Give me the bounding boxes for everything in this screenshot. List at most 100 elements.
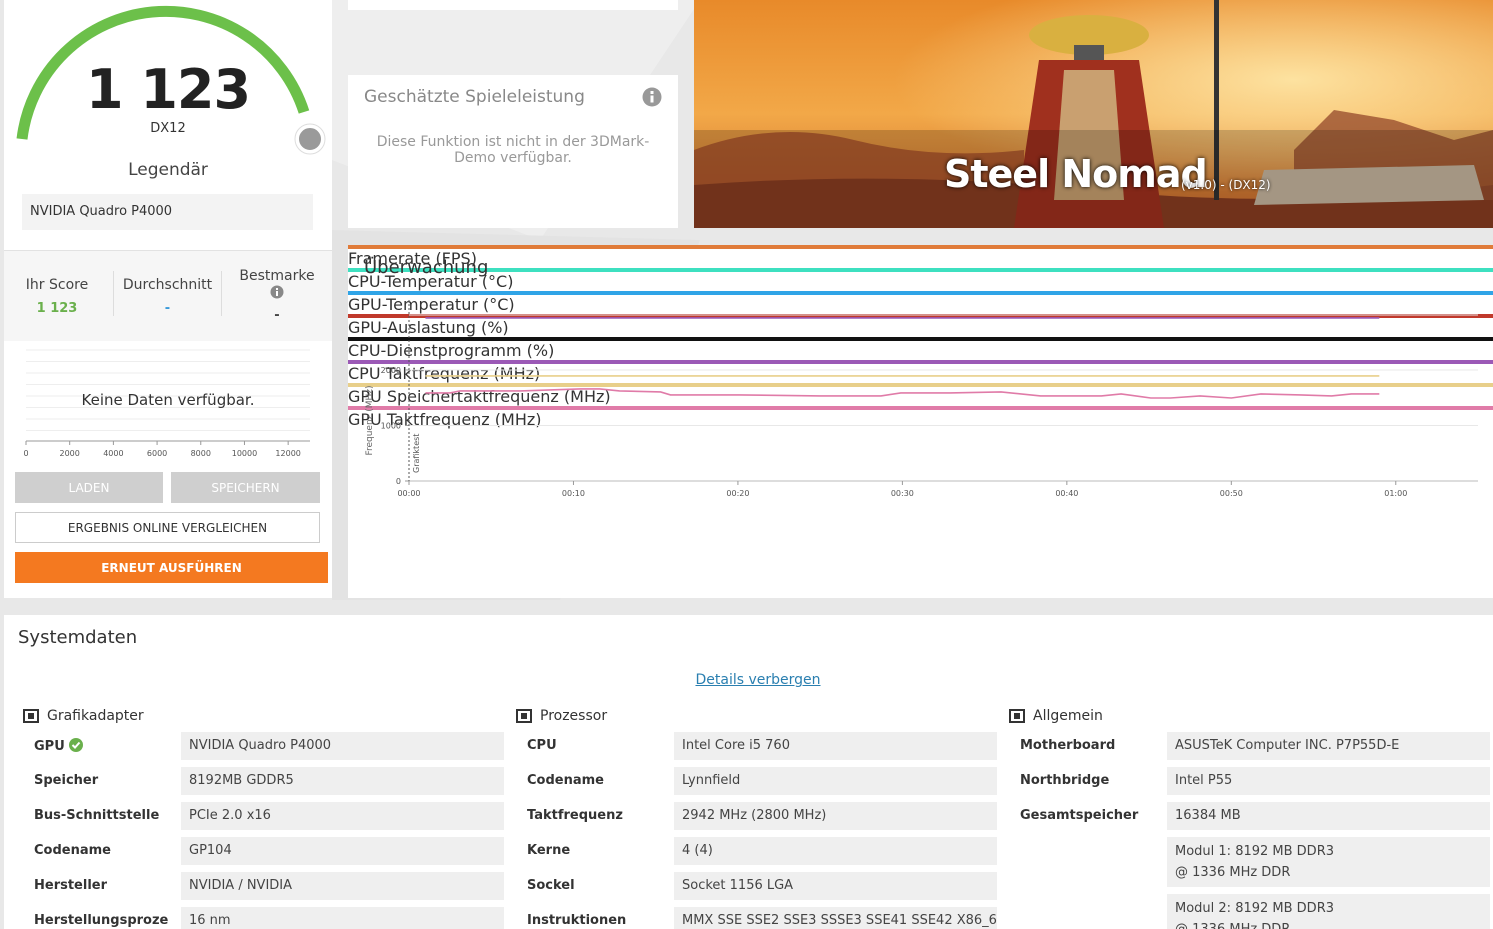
- icon-shape: [71, 741, 81, 749]
- data-row: Hersteller NVIDIA / NVIDIA: [27, 872, 504, 900]
- legend-item[interactable]: GPU-Auslastung (%): [348, 314, 1493, 337]
- section-icon: [23, 709, 39, 723]
- legend-label: GPU-Auslastung (%): [348, 318, 509, 337]
- label-text: Northbridge: [1020, 773, 1110, 788]
- icon-shape: [516, 709, 532, 723]
- row-value: Lynnfield: [674, 767, 997, 795]
- row-value: Intel Core i5 760: [674, 732, 997, 760]
- banner-title: Steel Nomad: [944, 152, 1208, 196]
- legend-item[interactable]: GPU Speichertaktfrequenz (MHz): [348, 383, 1493, 406]
- row-value: 4 (4): [674, 837, 997, 865]
- load-button[interactable]: LADEN: [15, 472, 163, 503]
- legend-item[interactable]: CPU Taktfrequenz (MHz): [348, 360, 1493, 383]
- info-icon: [270, 285, 284, 299]
- legend-item[interactable]: GPU-Temperatur (°C): [348, 291, 1493, 314]
- section-icon: [516, 709, 532, 723]
- score: 1 123: [85, 58, 251, 121]
- monitoring-panel: Überwachung 0 1000 2000 00:00 00:10 00:20 00:3…: [348, 245, 1493, 598]
- icon-shape: [23, 709, 39, 723]
- legend-swatch: [348, 245, 1493, 249]
- info-icon: [642, 87, 662, 107]
- row-label: Northbridge: [1013, 767, 1167, 788]
- row-label: Codename: [27, 837, 181, 858]
- game-performance-panel: Geschätzte Spieleleistung Diese Funktion…: [348, 75, 678, 228]
- legend-swatch: [348, 291, 1493, 295]
- row-label: CPU: [520, 732, 674, 753]
- label-text: Taktfrequenz: [527, 808, 623, 823]
- section-title: Allgemein: [1033, 708, 1103, 724]
- x-tick-label: 00:10: [562, 489, 585, 498]
- stat-value: -: [274, 308, 280, 323]
- legend-label: Framerate (FPS): [348, 249, 477, 268]
- compare-button[interactable]: ERGEBNIS ONLINE VERGLEICHEN: [15, 512, 320, 543]
- data-row: Codename Lynnfield: [520, 767, 997, 795]
- data-row: Kerne 4 (4): [520, 837, 997, 865]
- stat-value: 1 123: [36, 301, 78, 316]
- legend-item[interactable]: GPU Taktfrequenz (MHz): [348, 406, 1493, 429]
- row-value: Intel P55: [1167, 767, 1490, 795]
- label-text: Motherboard: [1020, 738, 1116, 753]
- legend-swatch: [348, 337, 1493, 341]
- no-data: Keine Daten verfügbar.: [81, 391, 255, 409]
- y-axis-label: Frequenz (MHz): [365, 385, 375, 455]
- data-row: Speicher 8192MB GDDR5: [27, 767, 504, 795]
- label-text: Sockel: [527, 878, 575, 893]
- rerun-button[interactable]: ERNEUT AUSFÜHREN: [15, 552, 328, 583]
- y-tick-label: 0: [396, 477, 401, 486]
- row-value: 2942 MHz (2800 MHz): [674, 802, 997, 830]
- x-tick-label: 00:30: [891, 489, 914, 498]
- legend-item[interactable]: CPU-Temperatur (°C): [348, 268, 1493, 291]
- data-row: Taktfrequenz 2942 MHz (2800 MHz): [520, 802, 997, 830]
- x-tick-label: 4000: [103, 449, 123, 458]
- monitoring-chart: 0 1000 2000 00:00 00:10 00:20 00:30 00:40 00:50 0…: [365, 300, 1478, 498]
- row-value: 8192MB GDDR5: [181, 767, 504, 795]
- data-row: Herstellungsproze 16 nm: [27, 907, 504, 929]
- row-label: Kerne: [520, 837, 674, 858]
- section-title: Prozessor: [540, 708, 608, 724]
- legend-label: GPU-Temperatur (°C): [348, 295, 515, 314]
- label-text: Instruktionen: [527, 913, 627, 928]
- label-text: CPU: [527, 738, 557, 753]
- save-button[interactable]: SPEICHERN: [171, 472, 320, 503]
- legend-item[interactable]: Framerate (FPS): [348, 245, 1493, 268]
- panel: [348, 0, 678, 10]
- rank: Legendär: [128, 160, 208, 180]
- section-rows: GPU NVIDIA Quadro P4000 Speicher 8192MB GDD…: [27, 732, 504, 929]
- x-tick-label: 00:20: [726, 489, 749, 498]
- x-tick-label: 6000: [147, 449, 167, 458]
- stat-label: Durchschnitt: [122, 277, 213, 293]
- divider: [221, 271, 222, 316]
- api: DX12: [150, 121, 186, 136]
- icon-shape: [28, 713, 34, 719]
- section-title: Grafikadapter: [47, 708, 144, 724]
- legend-label: GPU Speichertaktfrequenz (MHz): [348, 387, 611, 406]
- label-text: Gesamtspeicher: [1020, 808, 1139, 823]
- label-text: Codename: [527, 773, 604, 788]
- section-icon: [1009, 709, 1025, 723]
- legend-swatch: [348, 406, 1493, 410]
- row-value: ASUSTeK Computer INC. P7P55D-E: [1167, 732, 1490, 760]
- legend-swatch: [348, 383, 1493, 387]
- toggle-link[interactable]: Details verbergen: [695, 672, 821, 688]
- section-rows: CPU Intel Core i5 760 Codename Lynnfield Tak…: [520, 732, 997, 929]
- divider: [113, 271, 114, 316]
- score-panel: 1 123 DX12 Legendär NVIDIA Quadro P4000 …: [4, 0, 332, 598]
- row-value: NVIDIA Quadro P4000: [181, 732, 504, 760]
- legend-label: GPU Taktfrequenz (MHz): [348, 410, 542, 429]
- legend-item[interactable]: CPU-Dienstprogramm (%): [348, 337, 1493, 360]
- row-label: Gesamtspeicher: [1013, 802, 1167, 823]
- x-tick-label: 01:00: [1384, 489, 1407, 498]
- value-line: @ 1336 MHz DDR: [1175, 919, 1482, 929]
- row-label: Herstellungsproze: [27, 907, 181, 928]
- data-row: Northbridge Intel P55: [1013, 767, 1490, 795]
- row-value: MMX SSE SSE2 SSE3 SSSE3 SSE41 SSE42 X86_…: [674, 907, 997, 929]
- legend-label: CPU-Dienstprogramm (%): [348, 341, 555, 360]
- row-label: Instruktionen: [520, 907, 674, 928]
- panel-title: Systemdaten: [18, 627, 138, 648]
- stat-value: -: [164, 301, 171, 316]
- icon-shape: [521, 713, 527, 719]
- label-text: Speicher: [34, 773, 99, 788]
- x-tick-label: 10000: [232, 449, 257, 458]
- y-tick-label: 1000: [381, 421, 401, 430]
